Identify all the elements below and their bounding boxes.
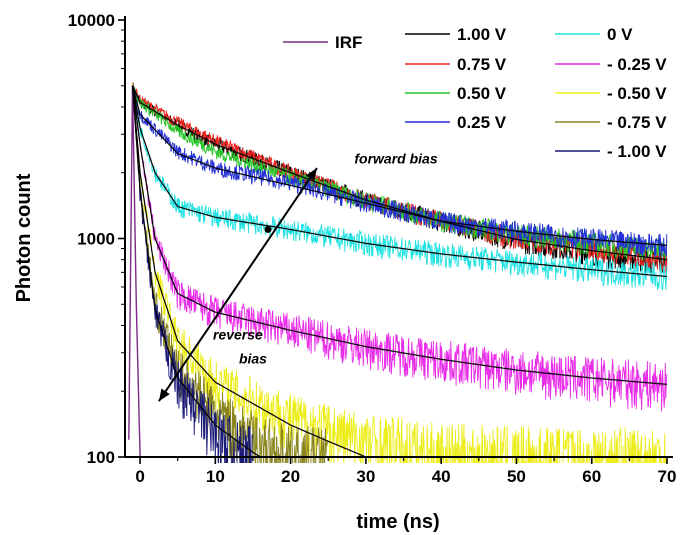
y-tick-label: 1000: [77, 230, 115, 249]
x-tick-label: 70: [658, 467, 677, 486]
x-tick-label: 60: [582, 467, 601, 486]
legend-label: - 1.00 V: [607, 142, 667, 161]
fit-line-0: [131, 85, 668, 261]
fit-layer: [131, 85, 668, 458]
fit-line-5: [131, 85, 261, 458]
x-tick-label: 0: [135, 467, 144, 486]
series-line-irf: [128, 85, 141, 458]
annotation-text: bias: [239, 350, 267, 366]
fit-line-1: [131, 85, 668, 246]
x-tick-label: 10: [206, 467, 225, 486]
annotation-text: forward bias: [354, 151, 437, 167]
series-line-5: [132, 87, 668, 291]
legend-label: 1.00 V: [457, 25, 507, 44]
series-line-4: [132, 83, 668, 258]
annotation-text: reverse: [213, 326, 263, 342]
arrow-crossing-dot: [264, 225, 272, 233]
legend-label: 0.75 V: [457, 55, 507, 74]
legend: IRF 1.00 V 0.75 V 0.50 V 0.25 V 0 V - 0.25 V - …: [283, 25, 667, 161]
x-axis-title: time (ns): [356, 511, 439, 533]
x-tick-label: 30: [356, 467, 375, 486]
annotation-layer: forward bias reverse bias: [158, 151, 438, 402]
fit-line-3: [131, 85, 668, 385]
legend-label: 0.25 V: [457, 113, 507, 132]
fit-line-2: [131, 85, 668, 278]
legend-label: - 0.50 V: [607, 84, 667, 103]
series-layer: [128, 82, 668, 463]
legend-label: 0.50 V: [457, 84, 507, 103]
y-tick-label: 10000: [68, 11, 115, 30]
legend-label: - 0.25 V: [607, 55, 667, 74]
reverse-arrowhead: [158, 388, 170, 402]
bias-arrow-line: [158, 167, 318, 402]
fit-line-4: [131, 85, 367, 458]
y-axis-title: Photon count: [13, 173, 35, 302]
axes-layer: 0 10 20 30 40 50 60 70 100 1000 10000: [68, 11, 677, 486]
forward-arrowhead: [306, 168, 317, 181]
x-tick-label: 50: [507, 467, 526, 486]
y-tick-label: 100: [87, 448, 115, 467]
x-tick-label: 40: [432, 467, 451, 486]
series-line-7: [132, 82, 667, 463]
legend-label: IRF: [335, 33, 362, 52]
legend-label: - 0.75 V: [607, 113, 667, 132]
legend-label: 0 V: [607, 25, 633, 44]
x-tick-label: 20: [281, 467, 300, 486]
